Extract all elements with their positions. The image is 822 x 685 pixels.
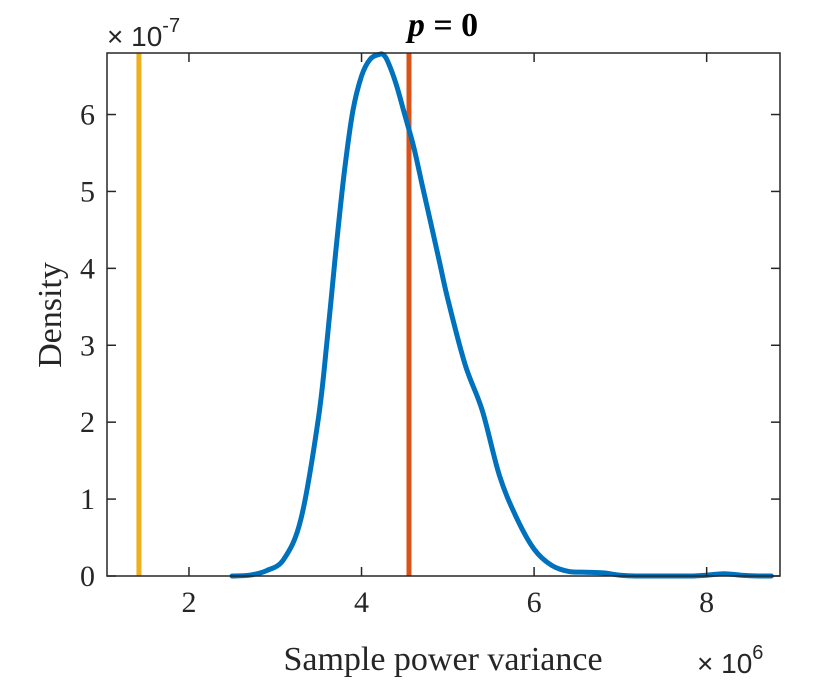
y-tick-label: 2 bbox=[80, 406, 95, 439]
axes-box bbox=[106, 52, 781, 577]
x-tick-label: 2 bbox=[181, 586, 196, 619]
x-tick-label: 4 bbox=[354, 586, 369, 619]
y-tick-label: 0 bbox=[80, 560, 95, 593]
x-axis-label: Sample power variance bbox=[283, 641, 602, 678]
chart-title: p = 0 bbox=[405, 7, 478, 44]
x-tick-label: 6 bbox=[527, 586, 542, 619]
y-tick-label: 6 bbox=[80, 99, 95, 132]
x-multiplier: × 106 bbox=[697, 642, 763, 679]
y-tick-label: 3 bbox=[80, 329, 95, 362]
x-axis-ticks: 2 4 6 8 bbox=[181, 53, 714, 619]
y-axis-label: Density bbox=[32, 262, 69, 368]
reference-lines bbox=[136, 53, 412, 576]
density-curve bbox=[229, 51, 774, 579]
y-multiplier: × 10-7 bbox=[107, 15, 180, 52]
y-tick-label: 1 bbox=[80, 483, 95, 516]
y-axis-ticks: 0 1 2 3 4 5 6 bbox=[80, 99, 780, 593]
y-tick-label: 5 bbox=[80, 175, 95, 208]
x-tick-label: 8 bbox=[699, 586, 714, 619]
y-tick-label: 4 bbox=[80, 252, 95, 285]
